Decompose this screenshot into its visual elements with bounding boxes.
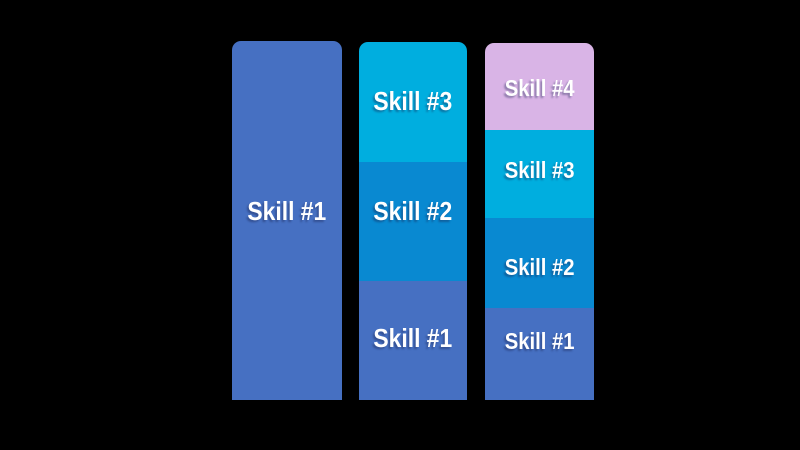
bar-1-segment-skill-1: Skill #1 <box>232 41 342 400</box>
segment-label-skill-3: Skill #3 <box>504 156 575 183</box>
bar-3-segment-skill-2: Skill #2 <box>485 218 594 308</box>
bar-1: Skill #1 <box>232 41 342 400</box>
bar-3-segment-skill-4: Skill #4 <box>485 43 594 130</box>
segment-label-skill-3: Skill #3 <box>373 85 453 116</box>
segment-label-skill-4: Skill #4 <box>504 75 575 101</box>
bar-3-segment-skill-3: Skill #3 <box>485 130 594 218</box>
bar-2-segment-skill-1: Skill #1 <box>359 281 467 400</box>
segment-label-skill-1: Skill #1 <box>504 327 575 354</box>
bar-3-segment-skill-1: Skill #1 <box>485 308 594 400</box>
bar-2-segment-skill-2: Skill #2 <box>359 162 467 281</box>
segment-label-skill-2: Skill #2 <box>373 196 453 226</box>
segment-label-skill-2: Skill #2 <box>504 253 575 280</box>
bar-2: Skill #3 Skill #2 Skill #1 <box>359 42 467 400</box>
segment-label-skill-1: Skill #1 <box>247 196 327 226</box>
bar-3: Skill #4 Skill #3 Skill #2 Skill #1 <box>485 43 594 400</box>
segment-label-skill-1: Skill #1 <box>373 323 453 353</box>
bar-2-segment-skill-3: Skill #3 <box>359 42 467 162</box>
